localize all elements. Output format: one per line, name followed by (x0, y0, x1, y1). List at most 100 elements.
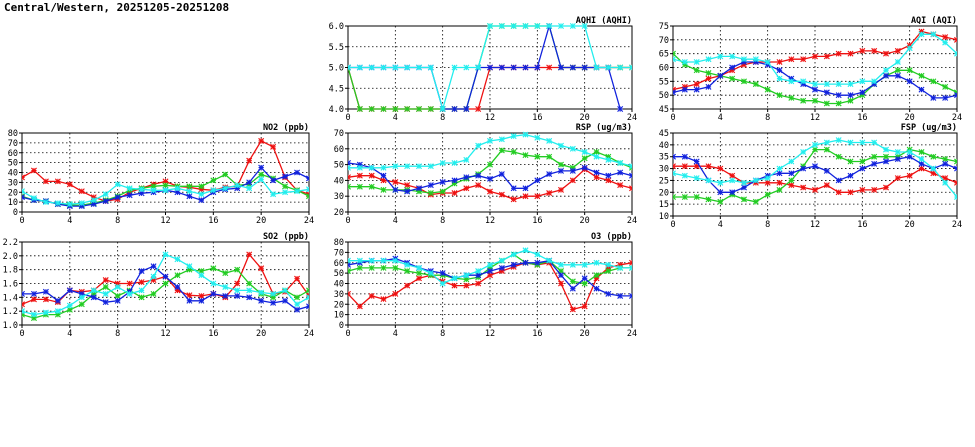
data-point-blue (629, 172, 632, 179)
data-point-blue (439, 270, 446, 277)
x-tick-label: 12 (485, 216, 495, 226)
data-point-cyan (222, 185, 229, 192)
data-point-cyan (348, 257, 351, 264)
data-point-blue (593, 169, 600, 176)
y-tick-label: 60 (659, 64, 669, 74)
data-point-blue (186, 297, 193, 304)
data-point-red (30, 296, 37, 303)
data-point-green (729, 75, 736, 82)
data-point-cyan (546, 23, 553, 29)
x-tick-label: 0 (670, 113, 675, 123)
data-point-cyan (894, 148, 901, 155)
data-point-blue (605, 290, 612, 297)
data-point-cyan (451, 275, 458, 282)
data-point-red (776, 58, 783, 65)
data-point-cyan (392, 257, 399, 264)
x-tick-label: 0 (19, 329, 24, 339)
data-point-red (835, 50, 842, 57)
x-tick-label: 12 (810, 113, 820, 123)
data-point-cyan (114, 283, 121, 290)
data-point-green (416, 106, 422, 112)
data-point-cyan (463, 156, 470, 163)
y-tick-label: 40 (334, 176, 344, 186)
data-point-red (392, 290, 399, 297)
data-point-cyan (90, 287, 97, 294)
data-point-cyan (776, 165, 783, 172)
data-point-blue (871, 160, 878, 167)
data-point-green (427, 190, 434, 197)
y-tick-label: 20 (659, 188, 669, 198)
data-point-blue (823, 89, 830, 96)
x-tick-label: 4 (393, 113, 398, 123)
data-point-blue (954, 165, 957, 172)
data-point-cyan (894, 58, 901, 65)
data-point-blue (693, 158, 700, 165)
data-point-cyan (487, 261, 493, 268)
data-point-cyan (752, 56, 759, 63)
data-point-green (234, 266, 241, 273)
data-point-cyan (823, 139, 830, 146)
data-point-red (673, 163, 676, 170)
data-point-cyan (581, 23, 588, 29)
data-point-red (498, 191, 505, 198)
data-point-blue (54, 297, 61, 304)
y-tick-label: 0 (13, 208, 18, 218)
x-tick-label: 16 (532, 329, 542, 339)
data-point-blue (475, 172, 482, 179)
y-tick-label: 1.6 (3, 280, 18, 290)
data-point-cyan (416, 264, 422, 271)
data-point-blue (942, 160, 949, 167)
series-group (673, 137, 957, 205)
data-point-cyan (871, 78, 878, 85)
y-tick-label: 25 (659, 176, 669, 186)
y-tick-label: 70 (334, 129, 344, 139)
data-point-blue (942, 94, 949, 101)
data-point-red (629, 185, 632, 192)
data-point-cyan (198, 272, 205, 279)
data-point-cyan (835, 81, 842, 88)
data-point-red (475, 182, 482, 189)
data-point-green (404, 268, 411, 275)
data-point-cyan (812, 81, 818, 88)
data-point-blue (581, 275, 588, 282)
x-tick-label: 12 (485, 329, 495, 339)
x-tick-label: 24 (627, 113, 637, 123)
data-point-cyan (439, 280, 446, 287)
data-point-red (392, 178, 399, 185)
data-point-cyan (356, 64, 363, 71)
data-point-cyan (534, 134, 541, 141)
y-tick-label: 1.0 (3, 321, 18, 331)
data-point-red (475, 106, 482, 112)
data-point-cyan (906, 148, 913, 155)
data-point-blue (776, 170, 783, 177)
data-point-blue (741, 184, 747, 191)
data-point-green (930, 153, 937, 160)
data-point-cyan (463, 64, 470, 71)
data-point-red (348, 290, 351, 297)
data-point-red (871, 186, 878, 193)
data-point-cyan (930, 165, 937, 172)
data-point-cyan (569, 145, 576, 152)
y-tick-label: 15 (659, 200, 669, 210)
data-point-cyan (918, 31, 925, 38)
x-tick-label: 4 (67, 216, 72, 226)
data-point-cyan (258, 289, 265, 296)
data-point-green (210, 177, 217, 184)
data-point-cyan (729, 53, 736, 60)
y-tick-label: 80 (8, 129, 18, 139)
data-point-green (114, 292, 121, 299)
data-point-cyan (427, 270, 434, 277)
chart-aqhi: 0 4 8 12 16 20 24 4.0 4.5 5.0 5.5 6.0 AQHI (AQHI) (329, 16, 637, 123)
data-point-blue (246, 294, 253, 301)
data-point-red (404, 182, 411, 189)
data-point-green (498, 147, 505, 154)
data-point-cyan (812, 141, 818, 148)
data-point-cyan (368, 64, 375, 71)
data-point-cyan (294, 301, 301, 308)
data-point-cyan (66, 201, 73, 208)
y-tick-label: 50 (8, 159, 18, 169)
data-point-blue (510, 64, 517, 71)
data-point-red (54, 178, 61, 185)
data-point-cyan (593, 259, 600, 266)
